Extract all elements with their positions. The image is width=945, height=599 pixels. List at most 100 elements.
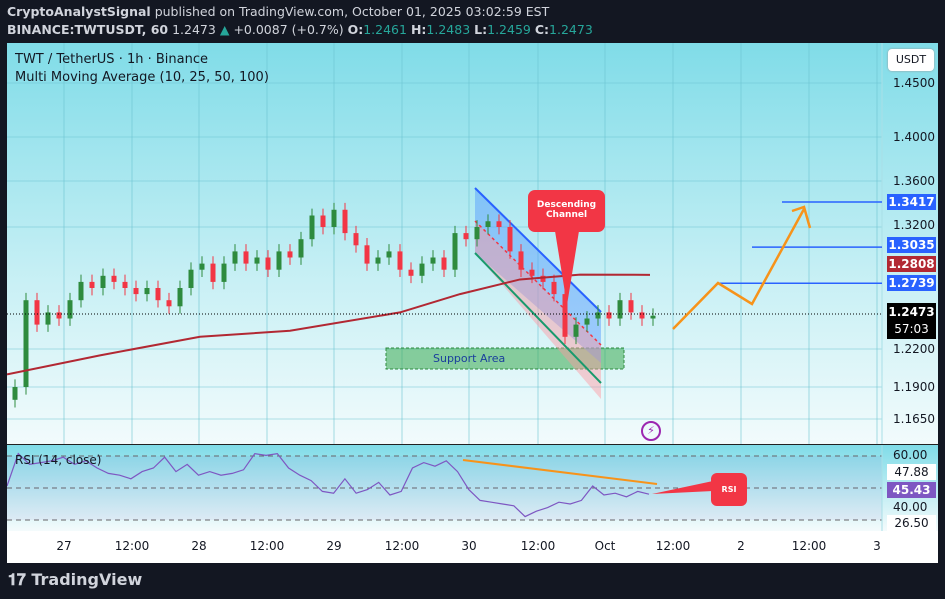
candle-down xyxy=(606,312,612,319)
candle-down xyxy=(111,275,117,282)
last-price-badge: 1.2473 57:03 xyxy=(887,303,936,339)
publish-info: CryptoAnalystSignal published on Trading… xyxy=(7,4,550,19)
rsi-tick: 40.00 xyxy=(893,500,928,514)
candle-down xyxy=(639,312,645,319)
candle-up xyxy=(100,275,106,288)
time-tick: 12:00 xyxy=(655,539,691,553)
rsi-callout-pointer xyxy=(652,481,713,494)
candle-down xyxy=(364,245,370,264)
rsi-pane[interactable]: RSI (14, close) 60.00 47.88 45.43 40.00 … xyxy=(7,445,938,531)
currency-button[interactable]: USDT xyxy=(888,49,934,71)
channel-fill-upper xyxy=(475,188,601,363)
candle-up xyxy=(386,251,392,258)
candle-down xyxy=(166,300,172,307)
candle-up xyxy=(298,239,304,258)
support-area-label: Support Area xyxy=(433,352,506,365)
candle-up xyxy=(650,315,656,319)
candle-up xyxy=(144,288,150,295)
target-1-badge: 1.2739 xyxy=(887,275,936,291)
logo-icon: 𝟏𝟕 xyxy=(8,570,26,589)
rsi-label: RSI (14, close) xyxy=(15,453,102,467)
price-tick: 1.4500 xyxy=(893,76,935,90)
candle-down xyxy=(562,294,568,337)
candle-down xyxy=(133,288,139,295)
lightning-icon[interactable]: ⚡ xyxy=(641,421,661,441)
projection-arrowhead xyxy=(791,205,812,229)
candle-down xyxy=(441,257,447,270)
rsi-band-fill xyxy=(7,456,882,520)
ma-badge: 1.2808 xyxy=(887,256,936,272)
candle-up xyxy=(254,257,260,264)
rsi-divergence-line xyxy=(462,459,658,485)
candle-down xyxy=(155,288,161,301)
projection-path xyxy=(672,208,806,330)
time-tick: 28 xyxy=(191,539,207,553)
candle-down xyxy=(265,257,271,270)
rsi-line xyxy=(7,452,650,518)
candle-down xyxy=(463,233,469,240)
moving-average-100-line xyxy=(7,273,651,376)
candle-up xyxy=(199,263,205,270)
symbol-info: BINANCE:TWTUSDT, 60 1.2473 ▲ +0.0087 (+0… xyxy=(7,22,593,37)
time-tick: 29 xyxy=(326,539,342,553)
time-tick: 12:00 xyxy=(114,539,150,553)
price-tick: 1.1900 xyxy=(893,380,935,394)
target-3-badge: 1.3417 xyxy=(887,194,936,210)
candle-down xyxy=(551,281,557,295)
pane-divider[interactable] xyxy=(7,444,938,445)
candle-up xyxy=(375,257,381,264)
candle-down xyxy=(408,269,414,276)
time-tick: 12:00 xyxy=(249,539,285,553)
candle-up xyxy=(12,387,18,400)
candle-up xyxy=(188,269,194,288)
candle-down xyxy=(507,227,513,252)
candle-up xyxy=(595,312,601,319)
candle-up xyxy=(331,209,337,227)
candle-down xyxy=(320,215,326,227)
candle-down xyxy=(397,251,403,270)
candle-down xyxy=(210,263,216,282)
time-tick: 30 xyxy=(461,539,477,553)
candle-up xyxy=(221,263,227,282)
time-tick: 3 xyxy=(873,539,881,553)
candle-up xyxy=(485,221,491,227)
rsi-callout: RSI xyxy=(711,473,747,506)
candle-down xyxy=(56,312,62,319)
time-axis[interactable]: 27 12:00 28 12:00 29 12:00 30 12:00 Oct … xyxy=(7,531,938,563)
price-pane[interactable]: TWT / TetherUS · 1h · Binance Multi Movi… xyxy=(7,43,938,444)
rsi-lower-value: 26.50 xyxy=(887,515,936,531)
candle-down xyxy=(628,300,634,313)
rsi-chart xyxy=(7,445,883,531)
indicator-label: Multi Moving Average (10, 25, 50, 100) xyxy=(15,70,269,85)
candle-up xyxy=(276,251,282,270)
candle-down xyxy=(540,275,546,282)
channel-fill-lower xyxy=(475,221,601,399)
candle-down xyxy=(496,221,502,227)
price-tick: 1.4000 xyxy=(893,130,935,144)
candle-down xyxy=(342,209,348,234)
time-tick: 12:00 xyxy=(791,539,827,553)
support-area xyxy=(385,347,625,370)
price-chart[interactable] xyxy=(7,43,938,444)
chart-frame[interactable]: TWT / TetherUS · 1h · Binance Multi Movi… xyxy=(7,43,938,563)
channel-upper-line xyxy=(474,187,602,313)
candle-down xyxy=(89,281,95,288)
candle-up xyxy=(452,233,458,270)
candle-up xyxy=(78,281,84,301)
candle-down xyxy=(287,251,293,258)
candle-up xyxy=(232,251,238,264)
candle-up xyxy=(177,288,183,307)
time-tick: 2 xyxy=(737,539,745,553)
time-tick: Oct xyxy=(594,539,616,553)
callout-pointer xyxy=(555,231,579,305)
chart-title: TWT / TetherUS · 1h · Binance xyxy=(15,52,208,67)
tradingview-logo[interactable]: 𝟏𝟕 TradingView xyxy=(8,570,143,589)
price-tick: 1.3600 xyxy=(893,174,935,188)
price-tick: 1.3200 xyxy=(893,218,935,232)
candle-up xyxy=(67,300,73,319)
candle-down xyxy=(353,233,359,246)
candle-up xyxy=(309,215,315,240)
time-tick: 12:00 xyxy=(520,539,556,553)
candle-down xyxy=(34,300,40,325)
candle-up xyxy=(45,312,51,325)
